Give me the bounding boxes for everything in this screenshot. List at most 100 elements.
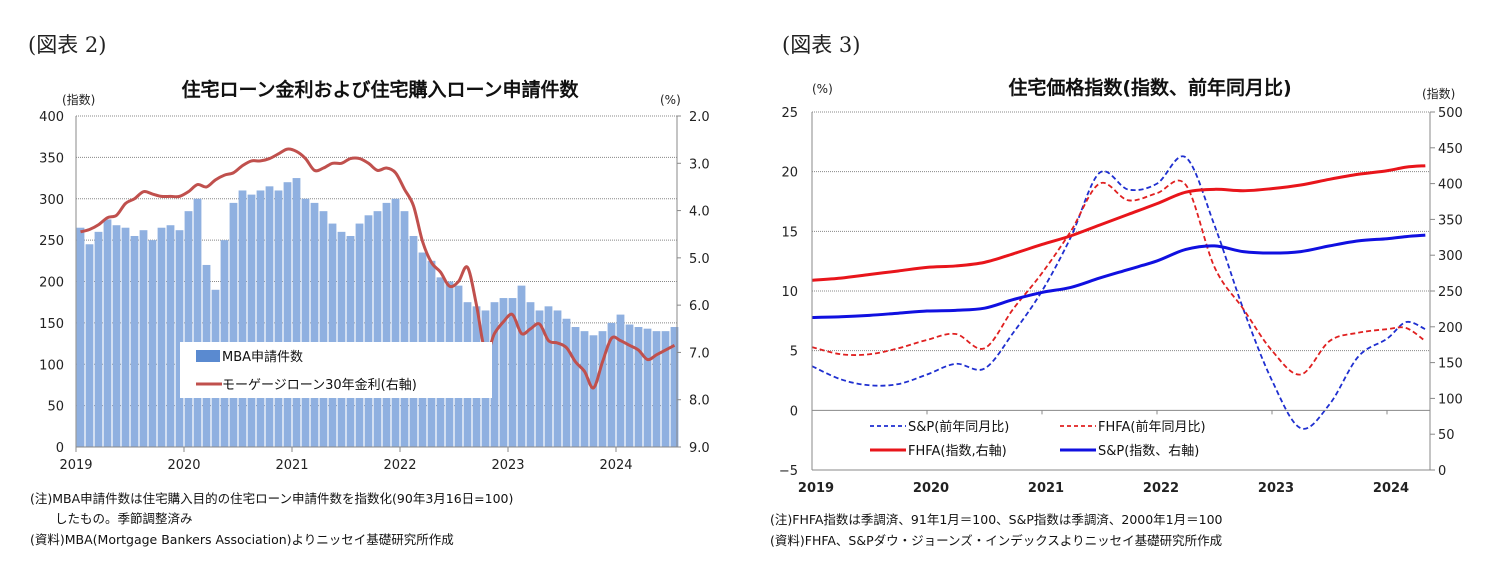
right-tick-label: 300: [1438, 249, 1463, 264]
mba-bar: [175, 230, 184, 447]
left-tick-label: 100: [39, 358, 64, 373]
fhfa-index-line: [811, 164, 1426, 282]
x-tick-label: 2023: [1258, 481, 1294, 496]
x-tick-label: 2022: [383, 458, 416, 473]
left-tick-label: 300: [39, 193, 64, 208]
mba-bar: [184, 211, 193, 447]
chart2-left-unit: (%): [812, 82, 833, 96]
mba-bar: [508, 298, 517, 447]
mba-bar: [553, 310, 562, 447]
legend-label-sp-yoy: S&P(前年同月比): [908, 419, 1009, 435]
figure2-note-2: したもの。季節調整済み: [30, 511, 193, 526]
legend-label-sp-index: S&P(指数、右軸): [1098, 444, 1199, 459]
mba-bar: [157, 227, 166, 447]
mba-bar: [634, 327, 643, 447]
mba-bar: [103, 219, 112, 447]
mba-bar: [409, 235, 418, 447]
mba-bar: [364, 215, 373, 447]
mba-bar: [490, 302, 499, 447]
chart1-legend: MBA申請件数 モーゲージローン30年金利(右軸): [180, 342, 492, 398]
right-tick-label: 150: [1438, 357, 1463, 372]
right-tick-label: 6.0: [689, 299, 710, 314]
right-tick-label: 200: [1438, 321, 1463, 336]
left-tick-label: 150: [39, 317, 64, 332]
chart2-axes: −505101520250501001502002503003504004505…: [779, 106, 1463, 496]
chart2-lines: [811, 155, 1426, 430]
mba-bar: [265, 186, 274, 447]
mba-bar: [499, 298, 508, 447]
chart1-title: 住宅ローン金利および住宅購入ローン申請件数: [181, 78, 579, 101]
mba-bar: [94, 231, 103, 447]
left-tick-label: 250: [39, 234, 64, 249]
mba-bar: [328, 223, 337, 447]
mba-bar: [85, 244, 94, 447]
mba-bar: [301, 198, 310, 447]
mba-bar: [373, 211, 382, 447]
left-tick-label: 400: [39, 110, 64, 125]
right-tick-label: 500: [1438, 106, 1463, 121]
mba-bar: [229, 202, 238, 447]
mba-bar: [607, 322, 616, 447]
chart2-grid: [812, 111, 1430, 352]
x-tick-label: 2022: [1143, 481, 1179, 496]
mba-bar: [517, 285, 526, 447]
left-tick-label: 0: [790, 404, 798, 419]
x-tick-label: 2024: [1373, 481, 1409, 496]
right-tick-label: 2.0: [689, 110, 710, 125]
chart2-right-unit: (指数): [1422, 86, 1455, 101]
legend-label-mba: MBA申請件数: [222, 350, 303, 365]
figure3-note: (注)FHFA指数は季調済、91年1月＝100、S&P指数は季調済、2000年1…: [770, 512, 1223, 527]
right-tick-label: 350: [1438, 213, 1463, 228]
mba-bar: [166, 225, 175, 447]
mba-bar: [337, 231, 346, 447]
x-tick-label: 2021: [1028, 481, 1064, 496]
x-tick-label: 2020: [913, 481, 949, 496]
mba-bar: [643, 328, 652, 447]
mba-bar: [400, 211, 409, 447]
right-tick-label: 50: [1438, 428, 1455, 443]
right-tick-label: 4.0: [689, 205, 710, 220]
legend-box: [180, 342, 492, 398]
mba-bar: [346, 235, 355, 447]
mba-bar: [670, 327, 679, 447]
mba-bar: [310, 202, 319, 447]
mba-bar: [652, 331, 661, 447]
left-tick-label: 0: [56, 441, 64, 456]
mba-bar: [616, 314, 625, 447]
mba-bar: [580, 331, 589, 447]
right-tick-label: 5.0: [689, 252, 710, 267]
mba-bar: [589, 335, 598, 447]
sp-yoy-line: [811, 155, 1426, 430]
figure2-label: (図表 2): [28, 33, 106, 57]
left-tick-label: 5: [790, 345, 798, 360]
mortgage-rate-line: [80, 147, 676, 390]
right-tick-label: 8.0: [689, 394, 710, 409]
figure3-source: (資料)FHFA、S&Pダウ・ジョーンズ・インデックスよりニッセイ基礎研究所作成: [770, 533, 1222, 548]
chart1-axes: 0 50 100 150 200 250 300 350 400 2.0 3.0 4.0 5.0 6.0 7…: [39, 110, 710, 473]
mba-bar: [562, 318, 571, 447]
mba-bar: [130, 235, 139, 447]
left-tick-label: 50: [47, 400, 64, 415]
mba-bar: [247, 194, 256, 447]
mba-bar: [598, 331, 607, 447]
left-tick-label: 10: [781, 285, 798, 300]
mba-bar: [121, 227, 130, 447]
left-tick-label: −5: [779, 464, 798, 479]
x-tick-label: 2019: [59, 458, 92, 473]
mba-bar: [382, 202, 391, 447]
right-tick-label: 0: [1438, 464, 1446, 479]
mba-bar: [526, 302, 535, 447]
right-tick-label: 9.0: [689, 441, 710, 456]
chart2-legend: S&P(前年同月比) FHFA(前年同月比) FHFA(指数,右軸) S&P(指…: [870, 419, 1206, 459]
chart1-bars: [76, 178, 679, 447]
mba-bar: [283, 182, 292, 447]
mba-bar: [625, 324, 634, 447]
mba-bar: [112, 225, 121, 447]
mba-bar: [256, 190, 265, 447]
right-tick-label: 450: [1438, 142, 1463, 157]
mba-bar: [391, 198, 400, 447]
x-tick-label: 2021: [275, 458, 308, 473]
chart2-title: 住宅価格指数(指数、前年同月比): [1008, 76, 1291, 99]
mba-bar: [193, 198, 202, 447]
